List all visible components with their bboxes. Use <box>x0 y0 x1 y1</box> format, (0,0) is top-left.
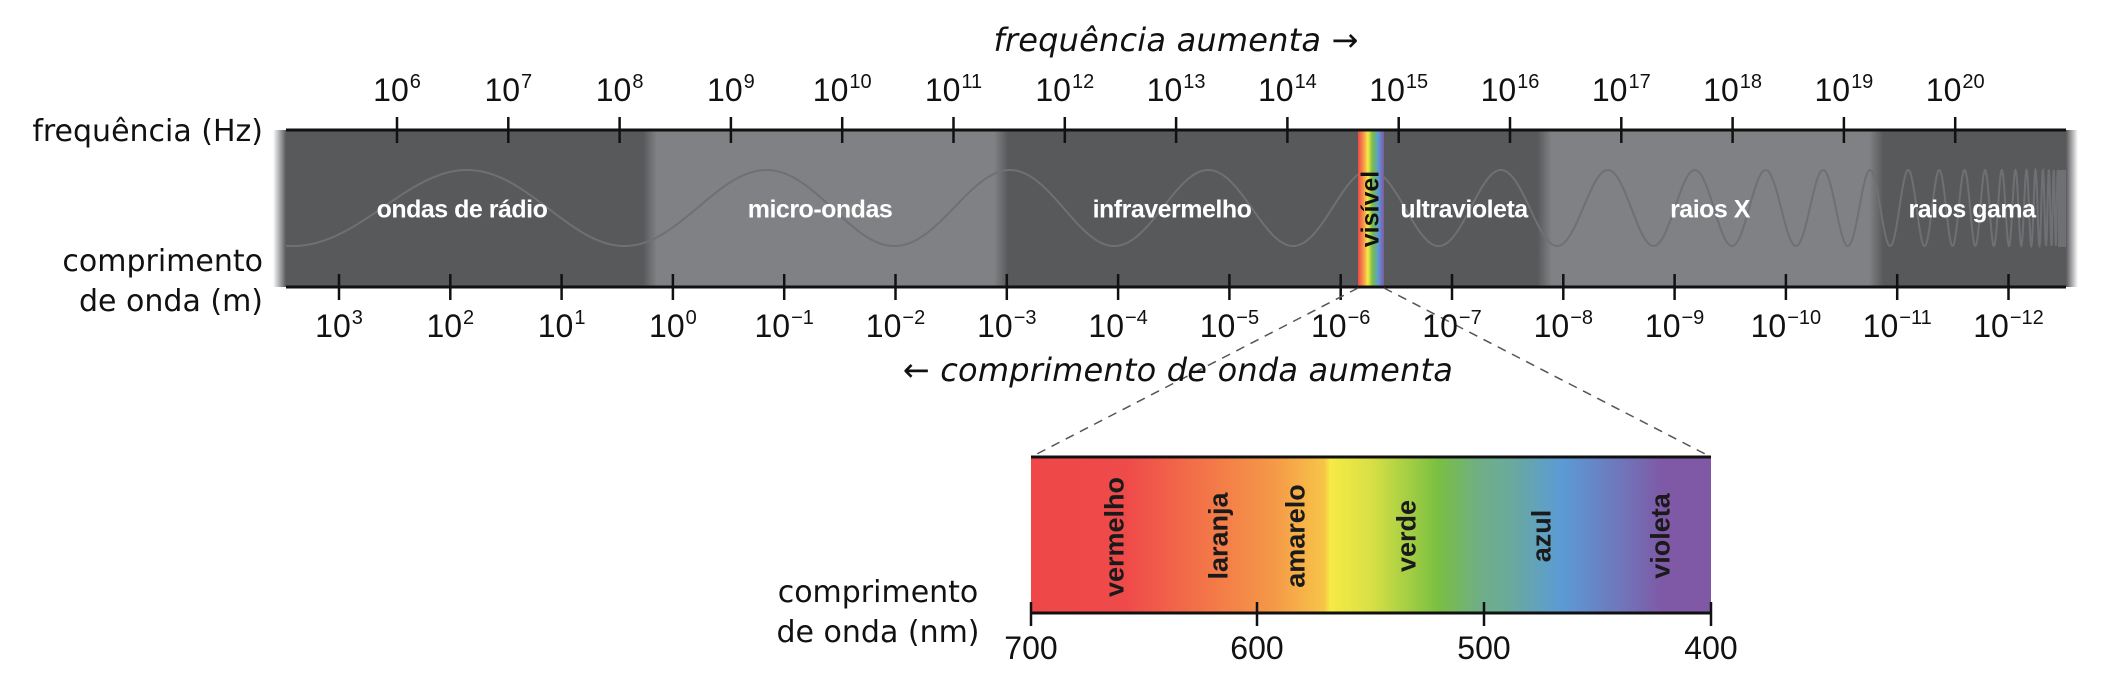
frequency-tick-label: 1020 <box>1925 71 1985 108</box>
wavelength-tick-label: 10−11 <box>1862 307 1932 344</box>
wavelength-tick-label: 10−6 <box>1310 307 1371 344</box>
visible-strip <box>1358 130 1384 287</box>
region-label-infrared: infravermelho <box>1092 195 1252 224</box>
wavelength-tick-label: 10−10 <box>1750 307 1822 344</box>
wavelength-axis-label: comprimento de onda (m) <box>62 242 263 322</box>
wavelength-increases-title: ← comprimento de onda aumenta <box>902 351 1454 389</box>
color-label-green: verde <box>1391 499 1422 573</box>
region-label-visible: visível <box>1356 170 1385 248</box>
nm-tick-700: 700 <box>1004 630 1058 666</box>
frequency-tick-label: 1015 <box>1369 71 1429 108</box>
frequency-tick-label: 1017 <box>1591 71 1651 108</box>
frequency-tick-label: 1011 <box>924 71 983 108</box>
wave-tail <box>2058 170 2066 247</box>
region-label-xray: raios X <box>1670 195 1750 224</box>
wave-line <box>285 167 2059 249</box>
wavelength-tick-label: 10−9 <box>1644 307 1705 344</box>
wavelength-axis-label-line1: comprimento <box>62 244 263 279</box>
wavelength-tick-label: 100 <box>649 307 697 344</box>
nm-tick-400: 400 <box>1684 630 1738 666</box>
region-label-radio: ondas de rádio <box>376 195 548 224</box>
nm-axis-label-line1: comprimento <box>777 575 979 610</box>
nm-axis-label: comprimento de onda (nm) <box>776 573 979 653</box>
zoom-line-left <box>1030 287 1359 458</box>
frequency-tick-label: 1016 <box>1480 71 1540 108</box>
region-label-ultraviolet: ultravioleta <box>1400 195 1528 224</box>
frequency-tick-label: 106 <box>373 71 421 108</box>
spectrum-band <box>273 130 2078 287</box>
frequency-tick-label: 109 <box>707 71 755 108</box>
nm-tick-600: 600 <box>1230 630 1284 666</box>
wavelength-tick-label: 10−8 <box>1533 307 1593 344</box>
wavelength-tick-label: 101 <box>537 307 586 344</box>
frequency-tick-label: 1010 <box>812 71 872 108</box>
visible-spectrum-bar <box>1031 457 1711 613</box>
zoom-line-right <box>1383 287 1712 458</box>
wavelength-tick-label: 102 <box>426 307 475 344</box>
nm-axis-label-line2: de onda (nm) <box>776 615 980 650</box>
wavelength-tick-label: 10−1 <box>754 307 814 344</box>
frequency-tick-label: 1019 <box>1814 71 1874 108</box>
wavelength-tick-label: 10−12 <box>1973 307 2044 344</box>
wavelength-tick-label: 10−2 <box>865 307 926 344</box>
wavelength-axis-label-line2: de onda (m) <box>79 284 263 319</box>
wavelength-tick-label: 10−4 <box>1088 307 1148 344</box>
frequency-tick-label: 1014 <box>1257 71 1317 108</box>
color-label-yellow: amarelo <box>1280 484 1311 588</box>
frequency-tick-label: 107 <box>484 71 533 108</box>
color-label-red: vermelho <box>1099 476 1130 598</box>
frequency-axis-label: frequência (Hz) <box>32 114 263 149</box>
frequency-tick-label: 1013 <box>1146 71 1206 108</box>
wavelength-tick-label: 103 <box>315 307 363 344</box>
wavelength-tick-label: 10−3 <box>977 307 1037 344</box>
color-label-violet: violeta <box>1645 493 1676 579</box>
region-label-gamma: raios gama <box>1908 195 2036 224</box>
region-label-microwave: micro-ondas <box>747 195 893 224</box>
wavelength-tick-label: 10−5 <box>1199 307 1260 344</box>
color-label-orange: laranja <box>1203 492 1234 580</box>
frequency-tick-label: 108 <box>595 71 644 108</box>
color-label-blue: azul <box>1526 509 1557 563</box>
nm-tick-500: 500 <box>1457 630 1511 666</box>
frequency-tick-label: 1018 <box>1703 71 1763 108</box>
frequency-tick-label: 1012 <box>1035 71 1095 108</box>
wavelength-tick-label: 10−7 <box>1422 307 1482 344</box>
frequency-increases-title: frequência aumenta → <box>993 21 1359 59</box>
